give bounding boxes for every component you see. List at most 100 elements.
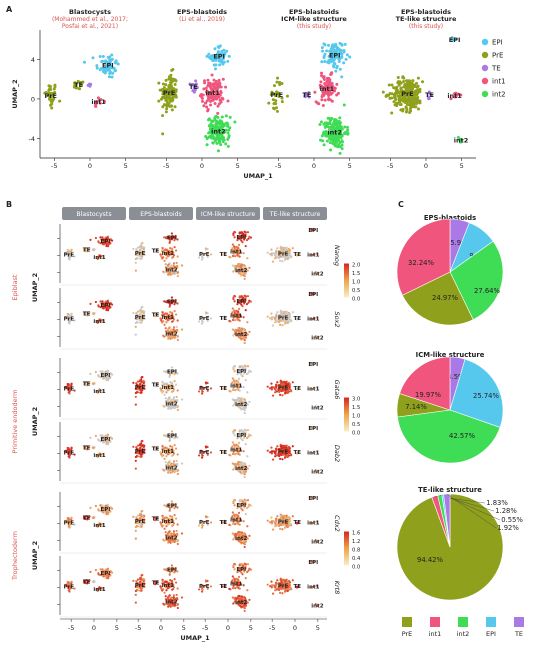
cluster-label: TE bbox=[74, 81, 83, 89]
umap-point bbox=[325, 84, 329, 88]
umap-point bbox=[330, 86, 334, 90]
umap-point bbox=[218, 44, 222, 48]
umap-point bbox=[216, 104, 220, 108]
umap-point bbox=[76, 79, 80, 83]
expression-point bbox=[161, 445, 164, 448]
expression-point bbox=[176, 319, 179, 322]
cluster-label: int1 bbox=[230, 313, 242, 319]
umap-point bbox=[213, 90, 217, 94]
expression-point bbox=[161, 247, 164, 250]
expression-point bbox=[94, 434, 98, 438]
expression-point bbox=[247, 237, 250, 240]
umap-point bbox=[303, 95, 307, 99]
umap-point bbox=[214, 79, 218, 83]
expression-point bbox=[67, 383, 70, 386]
umap-point bbox=[322, 143, 326, 147]
umap-point bbox=[404, 110, 408, 114]
expression-point bbox=[288, 313, 292, 316]
expression-point bbox=[243, 473, 246, 476]
expression-point bbox=[67, 249, 70, 252]
umap-point bbox=[273, 101, 277, 105]
expression-point bbox=[163, 323, 166, 326]
umap-point bbox=[307, 95, 311, 99]
y-tick-label: 4 bbox=[31, 56, 35, 64]
umap-point bbox=[325, 139, 329, 143]
expression-point bbox=[200, 392, 204, 395]
cluster-label: int2 bbox=[235, 268, 247, 274]
expression-point bbox=[175, 325, 178, 329]
expression-point bbox=[244, 379, 247, 382]
cluster-label: int1 bbox=[307, 450, 319, 456]
expression-point bbox=[248, 369, 251, 372]
expression-point bbox=[281, 324, 284, 327]
cluster-label: TE bbox=[220, 252, 228, 258]
umap-point bbox=[390, 96, 394, 100]
umap-point bbox=[342, 48, 346, 52]
expression-point bbox=[284, 391, 287, 394]
expression-point bbox=[237, 310, 240, 313]
expression-point bbox=[172, 396, 176, 399]
expression-point bbox=[274, 257, 277, 260]
expression-point bbox=[247, 301, 250, 304]
expression-point bbox=[248, 235, 251, 238]
expression-point bbox=[238, 231, 241, 234]
umap-point bbox=[331, 57, 335, 61]
expression-point bbox=[68, 456, 71, 459]
expression-point bbox=[106, 299, 110, 302]
umap-point bbox=[337, 143, 341, 147]
cluster-label: TE bbox=[294, 316, 302, 322]
expression-point bbox=[285, 310, 288, 313]
cluster-label: int1 bbox=[93, 523, 105, 529]
umap-point bbox=[214, 58, 218, 62]
expression-point bbox=[134, 403, 137, 406]
umap-point bbox=[408, 110, 412, 114]
umap-point bbox=[226, 124, 230, 128]
umap-point bbox=[192, 83, 196, 87]
expression-point bbox=[246, 231, 250, 234]
umap-point bbox=[215, 135, 219, 139]
umap-point bbox=[167, 75, 171, 79]
umap-point bbox=[217, 133, 221, 137]
expression-point bbox=[238, 460, 241, 464]
legend-swatch bbox=[481, 90, 489, 98]
cluster-label: PrE bbox=[278, 252, 289, 258]
expression-point bbox=[276, 311, 279, 314]
cluster-label: int1 bbox=[162, 251, 174, 257]
cluster-label: int1 bbox=[162, 315, 174, 321]
expression-point bbox=[276, 445, 279, 448]
expression-point bbox=[200, 258, 204, 261]
expression-point bbox=[285, 246, 288, 249]
expression-point bbox=[231, 398, 234, 401]
umap-point bbox=[214, 86, 218, 90]
legend-label: int1 bbox=[492, 78, 506, 86]
cluster-label: PrE bbox=[199, 252, 210, 258]
cluster-label: PrE bbox=[199, 316, 210, 322]
umap-point bbox=[220, 134, 224, 138]
expression-point bbox=[241, 531, 244, 534]
umap-point bbox=[337, 55, 341, 59]
cluster-label: EPI bbox=[101, 507, 111, 513]
umap-point bbox=[224, 114, 228, 118]
umap-point bbox=[402, 79, 406, 83]
cluster-label: int2 bbox=[235, 466, 247, 472]
expression-point bbox=[279, 393, 282, 396]
umap-point bbox=[114, 61, 118, 65]
legend-swatch bbox=[481, 51, 489, 59]
expression-point bbox=[134, 269, 137, 272]
expression-point bbox=[174, 383, 178, 386]
umap-point bbox=[164, 98, 168, 102]
umap-point bbox=[332, 130, 336, 134]
umap-point bbox=[321, 76, 325, 80]
gene-label: Gata6 bbox=[333, 380, 341, 400]
x-tick-label: 0 bbox=[200, 162, 204, 170]
umap-point bbox=[330, 99, 334, 103]
expression-point bbox=[288, 320, 291, 323]
umap-point bbox=[387, 83, 391, 87]
expression-point bbox=[110, 373, 114, 376]
umap-point bbox=[328, 122, 332, 126]
cluster-label: TE bbox=[220, 450, 228, 456]
umap-point bbox=[86, 83, 90, 87]
cluster-label: int2 bbox=[165, 332, 177, 338]
expression-point bbox=[291, 381, 294, 384]
